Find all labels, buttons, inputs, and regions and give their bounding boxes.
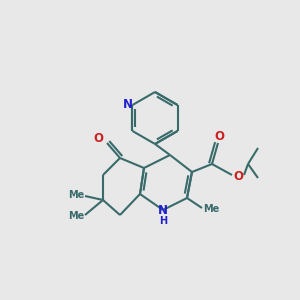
Text: O: O	[233, 169, 243, 182]
Text: O: O	[93, 131, 103, 145]
Text: Me: Me	[203, 204, 219, 214]
Text: H: H	[159, 216, 167, 226]
Text: O: O	[214, 130, 224, 142]
Text: Me: Me	[68, 211, 84, 221]
Text: N: N	[158, 203, 168, 217]
Text: Me: Me	[68, 190, 84, 200]
Text: N: N	[122, 98, 133, 110]
